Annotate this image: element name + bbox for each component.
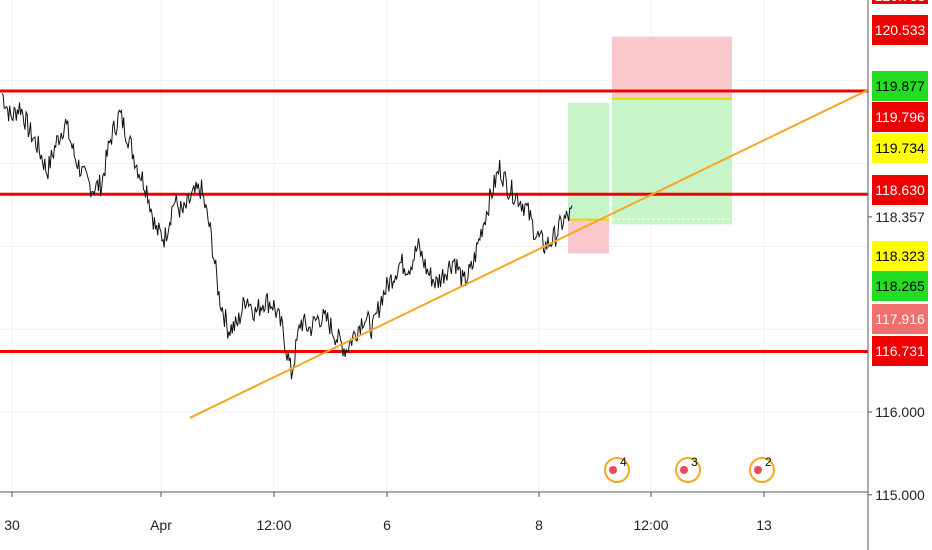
event-marker-dot [680,466,688,474]
price-level-box[interactable] [872,102,928,132]
x-tick-label: 12:00 [256,517,291,533]
event-count: 3 [691,455,698,469]
x-tick-label: 6 [383,517,391,533]
position-stop-zone[interactable] [612,36,732,98]
event-count: 4 [620,455,627,469]
price-level-label: 118.265 [875,278,925,294]
trendline[interactable] [189,89,869,419]
price-level-box[interactable] [872,241,928,271]
y-tick-label: 115.000 [875,487,925,503]
price-series[interactable] [1,93,573,380]
price-level-label: 118.323 [875,248,925,264]
price-level-box[interactable] [872,304,928,334]
price-level-box[interactable] [872,133,928,163]
x-tick-label: Apr [150,517,172,533]
price-level-box[interactable] [872,15,928,45]
price-level-label: 118.630 [875,182,925,198]
price-level-box[interactable] [872,175,928,205]
event-count: 2 [765,455,772,469]
price-level-label: 119.877 [875,78,925,94]
event-marker-dot [609,466,617,474]
price-level-box[interactable] [872,336,928,366]
price-label: 120.733 [875,0,926,4]
price-level-label: 120.533 [875,22,926,38]
x-tick-label: 8 [535,517,543,533]
price-level-label: 117.916 [875,311,925,327]
price-level-label: 119.734 [875,140,925,156]
price-level-box[interactable] [872,71,928,101]
x-tick-label: 12:00 [633,517,668,533]
event-marker-dot [754,466,762,474]
x-tick-label: 30 [4,517,20,533]
price-level-box[interactable] [872,271,928,301]
price-level-label: 116.731 [875,343,925,359]
long-position-profit-zone[interactable] [568,102,609,220]
price-label-box [872,0,928,4]
current-price-label: 118.357 [875,209,925,225]
y-tick-label: 116.000 [875,404,925,420]
price-level-label: 119.796 [875,109,925,125]
x-tick-label: 13 [756,517,772,533]
